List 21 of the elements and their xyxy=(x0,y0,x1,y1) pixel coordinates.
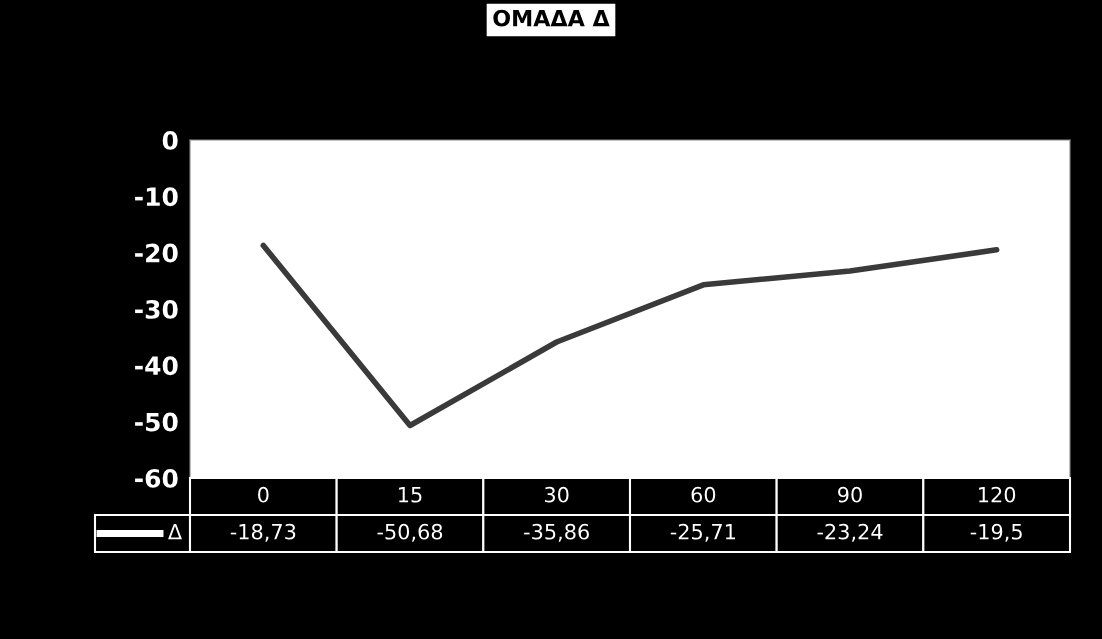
y-tick-label: -60 xyxy=(135,468,178,488)
x-tick-label: 30 xyxy=(545,486,569,503)
y-tick-label: -40 xyxy=(135,356,178,376)
x-tick-label: 120 xyxy=(979,486,1016,503)
x-tick-label: 0 xyxy=(258,486,269,503)
data-label: -35,86 xyxy=(524,523,589,542)
y-tick-label: -20 xyxy=(135,243,178,263)
x-tick-label: 90 xyxy=(838,486,862,503)
data-label: -23,24 xyxy=(817,523,883,542)
data-label: -18,73 xyxy=(230,523,296,542)
data-label: -50,68 xyxy=(377,523,443,542)
data-label: -19,5 xyxy=(970,523,1022,542)
chart-title: ΟΜΑΔΑ Δ xyxy=(493,9,610,27)
y-tick-label: 0 xyxy=(162,130,178,150)
x-tick-label: 60 xyxy=(691,486,716,503)
y-tick-label: -30 xyxy=(135,299,178,319)
text: Δ xyxy=(168,524,182,540)
data-label: -25,71 xyxy=(670,523,735,542)
y-tick-label: -50 xyxy=(135,412,178,432)
x-tick-label: 15 xyxy=(399,487,422,503)
y-tick-label: -10 xyxy=(135,187,178,207)
